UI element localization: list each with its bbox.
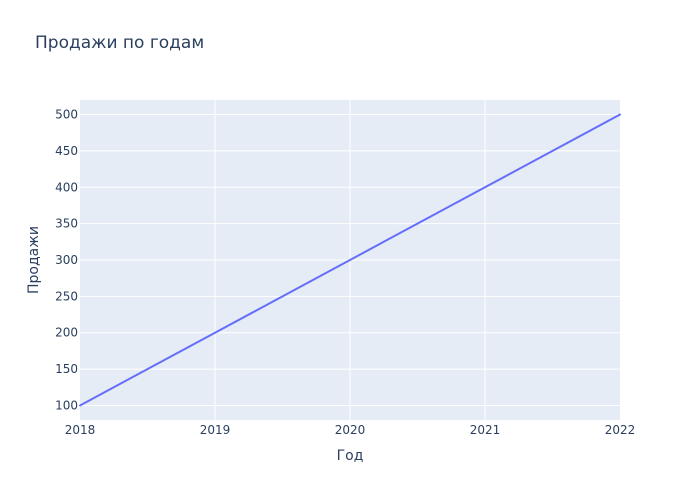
x-tick-label: 2020 bbox=[335, 423, 366, 437]
x-tick-label: 2021 bbox=[470, 423, 501, 437]
series-layer bbox=[79, 113, 621, 407]
y-axis-ticks: 100 150 200 250 300 350 400 450 500 bbox=[55, 108, 78, 413]
x-tick-label: 2018 bbox=[65, 423, 96, 437]
y-tick-label: 250 bbox=[55, 289, 78, 303]
chart-title: Продажи по годам bbox=[35, 33, 205, 53]
y-tick-label: 100 bbox=[55, 398, 78, 412]
x-axis-ticks: 2018 2019 2020 2021 2022 bbox=[65, 423, 636, 437]
x-tick-label: 2022 bbox=[605, 423, 636, 437]
y-tick-label: 300 bbox=[55, 253, 78, 267]
y-tick-label: 450 bbox=[55, 144, 78, 158]
x-axis-label: Год bbox=[337, 448, 364, 464]
series-line bbox=[79, 113, 621, 407]
y-tick-label: 350 bbox=[55, 217, 78, 231]
y-tick-label: 200 bbox=[55, 326, 78, 340]
x-tick-label: 2019 bbox=[200, 423, 231, 437]
y-axis-label: Продажи bbox=[26, 226, 42, 294]
y-tick-label: 150 bbox=[55, 362, 78, 376]
y-tick-label: 400 bbox=[55, 180, 78, 194]
grid bbox=[80, 100, 620, 420]
y-tick-label: 500 bbox=[55, 108, 78, 122]
